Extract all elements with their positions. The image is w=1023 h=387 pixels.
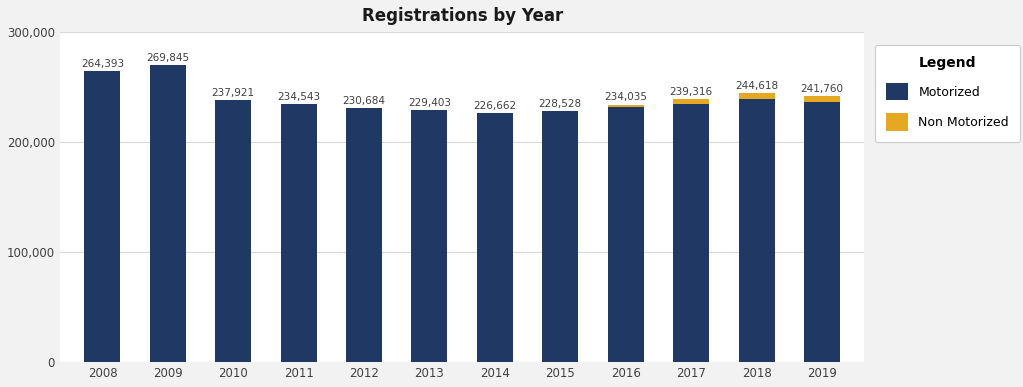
Bar (477, 113, 513, 362)
Bar (739, 99, 774, 362)
Text: 244,618: 244,618 (735, 81, 779, 91)
Bar (739, 93, 774, 99)
Bar (673, 104, 709, 362)
Bar (215, 100, 252, 362)
Text: 239,316: 239,316 (669, 87, 713, 97)
Bar (346, 108, 382, 362)
Bar (542, 111, 578, 362)
Title: Registrations by Year: Registrations by Year (361, 7, 563, 25)
Text: 241,760: 241,760 (800, 84, 843, 94)
Bar (608, 107, 643, 362)
Legend: Motorized, Non Motorized: Motorized, Non Motorized (875, 45, 1020, 142)
Text: 234,035: 234,035 (605, 92, 648, 103)
Bar (673, 99, 709, 104)
Text: 269,845: 269,845 (146, 53, 189, 63)
Text: 234,543: 234,543 (277, 92, 320, 102)
Bar (149, 65, 186, 362)
Text: 228,528: 228,528 (539, 99, 582, 108)
Bar (804, 96, 840, 102)
Text: 264,393: 264,393 (81, 59, 124, 69)
Bar (804, 102, 840, 362)
Text: 226,662: 226,662 (474, 101, 517, 111)
Text: 237,921: 237,921 (212, 88, 255, 98)
Bar (280, 104, 317, 362)
Bar (85, 71, 121, 362)
Text: 229,403: 229,403 (408, 98, 451, 108)
Text: 230,684: 230,684 (343, 96, 386, 106)
Bar (608, 104, 643, 107)
Bar (411, 110, 447, 362)
